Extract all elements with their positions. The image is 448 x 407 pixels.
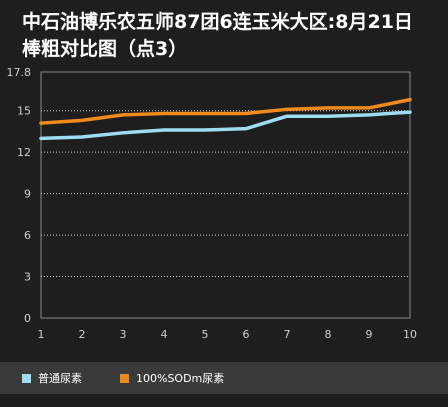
y-tick-label: 0: [24, 312, 31, 325]
x-tick-label: 3: [120, 328, 127, 341]
x-tick-label: 9: [366, 328, 373, 341]
series-line-2: [39, 97, 412, 125]
chart-title-line-1: 中石油博乐农五师87团6连玉米大区:8月21日: [22, 11, 413, 33]
legend-item-series-1: 普通尿素: [22, 362, 82, 394]
chart-legend: 普通尿素 100%SODm尿素: [0, 362, 448, 394]
y-tick-label: 17.8: [7, 66, 32, 79]
x-tick-label: 4: [161, 328, 168, 341]
legend-swatch-series-2: [120, 373, 129, 383]
y-tick-label: 6: [24, 229, 31, 242]
x-tick-label: 6: [243, 328, 250, 341]
x-tick-label: 5: [202, 328, 209, 341]
x-tick-label: 10: [403, 328, 417, 341]
x-tick-label: 7: [284, 328, 291, 341]
y-tick-label: 3: [24, 271, 31, 284]
legend-item-series-2: 100%SODm尿素: [120, 362, 224, 394]
y-tick-label: 12: [17, 146, 31, 159]
legend-swatch-series-1: [22, 373, 31, 383]
chart-title: 中石油博乐农五师87团6连玉米大区:8月21日 棒粗对比图（点3）: [22, 9, 448, 63]
y-tick-label: 15: [17, 105, 31, 118]
chart-title-line-2: 棒粗对比图（点3）: [22, 38, 188, 60]
legend-label-series-2: 100%SODm尿素: [136, 372, 225, 385]
x-tick-label: 8: [325, 328, 332, 341]
plot-area-border: [40, 71, 411, 319]
y-tick-label: 9: [24, 188, 31, 201]
legend-label-series-1: 普通尿素: [38, 372, 82, 385]
bottom-strip: [0, 394, 448, 407]
x-tick-label: 2: [79, 328, 86, 341]
series-line-1: [39, 110, 412, 141]
x-tick-label: 1: [38, 328, 45, 341]
